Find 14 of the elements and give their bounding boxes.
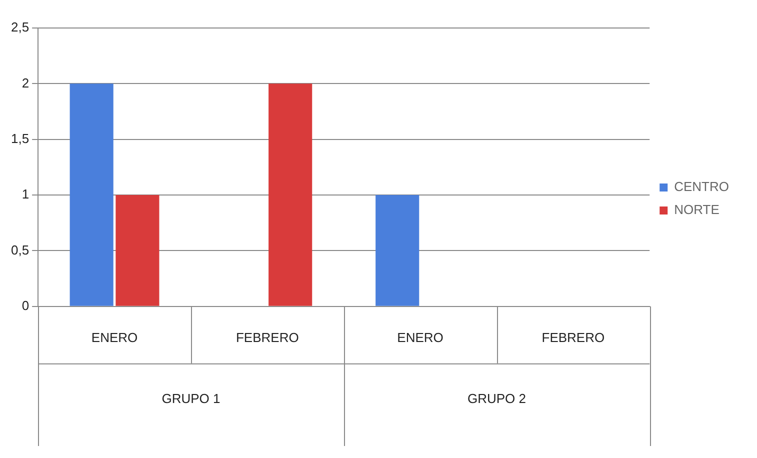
x-tick-label: ENERO <box>397 330 444 345</box>
x-tick-label: ENERO <box>91 330 138 345</box>
x-tick-label: FEBRERO <box>236 330 299 345</box>
y-tick-label: 1 <box>22 186 30 202</box>
text: GRUPO 2 <box>467 390 526 406</box>
legend-label: NORTE <box>674 202 720 218</box>
y-tick-label: 0 <box>22 298 30 313</box>
legend-label: CENTRO <box>674 179 729 194</box>
y-tick-label: 2,5 <box>10 20 30 35</box>
y-tick-label: 1,5 <box>10 130 30 146</box>
y-tick-label: 2 <box>22 75 30 90</box>
y-tick-label: 0,5 <box>10 242 30 258</box>
text: GRUPO 1 <box>162 390 220 406</box>
x-tick-label: FEBRERO <box>542 330 605 345</box>
